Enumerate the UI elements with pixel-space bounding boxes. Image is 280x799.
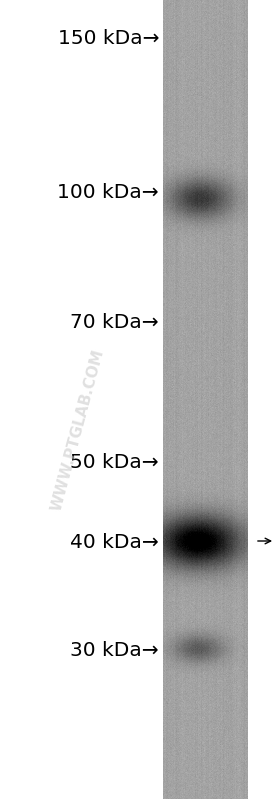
Text: 50 kDa→: 50 kDa→ (70, 452, 159, 471)
Text: 30 kDa→: 30 kDa→ (70, 641, 159, 659)
Text: 40 kDa→: 40 kDa→ (70, 534, 159, 552)
Text: 100 kDa→: 100 kDa→ (57, 184, 159, 202)
Text: WWW.PTGLAB.COM: WWW.PTGLAB.COM (49, 348, 107, 513)
Text: 70 kDa→: 70 kDa→ (70, 312, 159, 332)
Text: 150 kDa→: 150 kDa→ (57, 29, 159, 47)
